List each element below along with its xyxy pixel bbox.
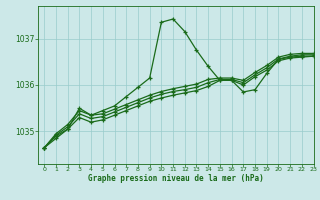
X-axis label: Graphe pression niveau de la mer (hPa): Graphe pression niveau de la mer (hPa) xyxy=(88,174,264,183)
